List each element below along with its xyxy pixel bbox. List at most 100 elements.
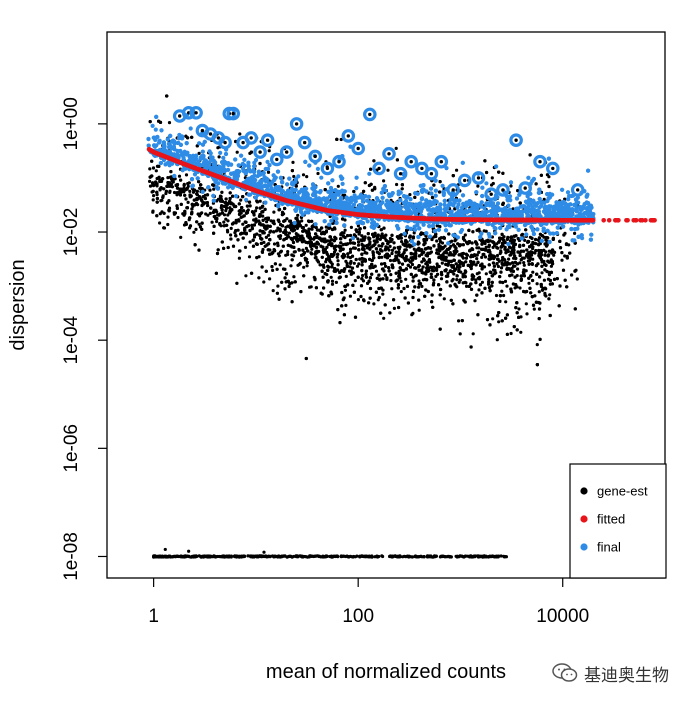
gene-est-point xyxy=(543,291,547,295)
gene-est-point xyxy=(304,246,308,250)
gene-est-point xyxy=(509,331,513,336)
gene-est-point xyxy=(164,189,168,193)
gene-est-point xyxy=(240,206,244,210)
gene-est-point xyxy=(325,257,329,261)
gene-est-point xyxy=(169,170,173,174)
gene-est-point xyxy=(437,283,441,287)
gene-est-zero-point xyxy=(163,547,167,552)
gene-est-point xyxy=(456,264,460,268)
gene-est-point xyxy=(374,269,379,273)
gene-est-point xyxy=(453,282,457,286)
gene-est-point xyxy=(417,298,421,302)
gene-est-point xyxy=(212,231,216,235)
gene-est-point xyxy=(188,224,193,228)
gene-est-point xyxy=(487,263,491,267)
gene-est-point xyxy=(367,237,371,241)
gene-est-point xyxy=(186,200,190,204)
gene-est-point xyxy=(368,296,372,300)
gene-est-point xyxy=(369,167,373,171)
gene-est-point xyxy=(168,189,172,193)
gene-est-point xyxy=(175,186,180,190)
gene-est-point xyxy=(499,237,503,241)
gene-est-point xyxy=(467,240,471,244)
gene-est-point xyxy=(533,251,537,255)
gene-est-point xyxy=(280,280,284,284)
gene-est-point xyxy=(338,270,342,274)
gene-est-point xyxy=(357,240,361,244)
gene-est-point xyxy=(457,253,461,257)
gene-est-point xyxy=(280,213,284,217)
gene-est-point xyxy=(368,276,372,280)
gene-est-point xyxy=(155,214,159,218)
gene-est-point xyxy=(455,168,459,172)
gene-est-point xyxy=(490,183,494,187)
gene-est-zero-point xyxy=(156,555,160,559)
gene-est-point xyxy=(422,238,426,242)
gene-est-point xyxy=(354,228,358,232)
gene-est-point xyxy=(529,243,534,247)
gene-est-point xyxy=(348,265,352,269)
gene-est-point xyxy=(301,173,306,177)
gene-est-point xyxy=(430,195,435,200)
gene-est-point xyxy=(327,255,331,259)
gene-est-point xyxy=(427,258,431,262)
gene-est-point xyxy=(544,287,548,291)
gene-est-point xyxy=(467,228,471,232)
gene-est-point xyxy=(179,235,183,239)
gene-est-point xyxy=(498,299,502,303)
gene-est-point xyxy=(229,237,233,241)
gene-est-point xyxy=(539,250,544,254)
gene-est-point xyxy=(438,249,442,253)
gene-est-point xyxy=(371,251,375,255)
gene-est-point xyxy=(330,282,335,286)
gene-est-point xyxy=(237,219,241,223)
gene-est-point xyxy=(326,264,330,268)
gene-est-point xyxy=(356,243,361,247)
gene-est-point xyxy=(336,184,340,188)
gene-est-point xyxy=(241,195,245,199)
gene-est-point xyxy=(555,277,559,281)
gene-est-point xyxy=(344,259,348,263)
gene-est-point xyxy=(505,237,509,241)
gene-est-point xyxy=(540,260,544,264)
gene-est-point xyxy=(291,240,296,245)
gene-est-zero-point xyxy=(268,555,272,559)
gene-est-point xyxy=(197,222,201,226)
gene-est-point xyxy=(534,300,539,304)
gene-est-zero-point xyxy=(323,555,327,559)
gene-est-point xyxy=(523,238,527,242)
gene-est-point xyxy=(262,231,266,235)
gene-est-point xyxy=(234,218,238,222)
gene-est-point xyxy=(320,239,324,243)
gene-est-point xyxy=(387,266,391,270)
gene-est-point xyxy=(443,256,447,260)
gene-est-zero-point xyxy=(317,554,321,559)
gene-est-point xyxy=(349,272,353,276)
gene-est-point xyxy=(320,226,324,230)
gene-est-point xyxy=(575,277,579,281)
gene-est-point xyxy=(166,176,170,180)
gene-est-point xyxy=(252,218,256,222)
gene-est-point xyxy=(509,290,514,294)
gene-est-zero-point xyxy=(428,555,432,559)
gene-est-point xyxy=(438,180,442,184)
gene-est-point xyxy=(503,245,507,249)
gene-est-point xyxy=(452,272,456,276)
gene-est-point xyxy=(150,159,154,163)
gene-est-point xyxy=(495,338,499,342)
gene-est-point xyxy=(425,254,430,258)
gene-est-point xyxy=(483,159,487,163)
gene-est-point xyxy=(215,217,219,221)
gene-est-point xyxy=(552,253,556,257)
gene-est-point xyxy=(373,187,377,191)
final-point xyxy=(153,127,158,132)
gene-est-point xyxy=(257,276,261,280)
gene-est-point xyxy=(464,256,468,260)
gene-est-point xyxy=(228,206,232,210)
gene-est-point xyxy=(479,247,484,251)
gene-est-point xyxy=(402,251,406,255)
gene-est-point xyxy=(383,262,387,266)
gene-est-point xyxy=(343,228,347,232)
gene-est-point xyxy=(200,221,204,225)
gene-est-point xyxy=(461,237,466,241)
